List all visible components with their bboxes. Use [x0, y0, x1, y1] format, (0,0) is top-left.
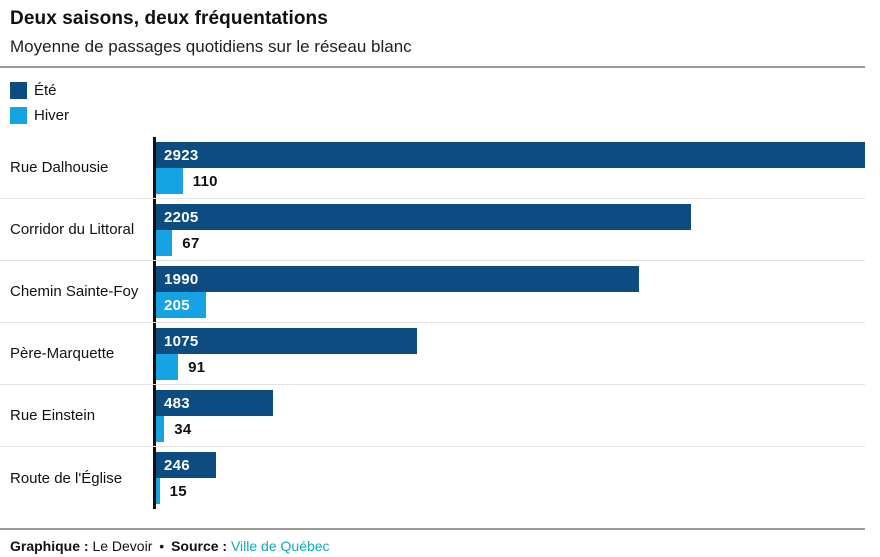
row-bars: 2923 110: [153, 137, 865, 198]
bar-line: 2205: [156, 204, 865, 230]
bar-line: 110: [156, 168, 865, 194]
bar-line: 34: [156, 416, 865, 442]
value-label: 67: [182, 234, 200, 252]
chart-row: Corridor du Littoral 2205 67: [0, 199, 865, 261]
footer-divider: [0, 528, 865, 530]
value-label: 483: [164, 394, 190, 412]
summer-bar: 2923: [156, 142, 865, 168]
winter-bar: [156, 478, 160, 504]
category-label: Père-Marquette: [10, 345, 115, 362]
row-bars: 246 15: [153, 447, 865, 509]
hiver-swatch-icon: [10, 107, 27, 124]
legend-item-hiver: Hiver: [10, 107, 880, 124]
bar-line: 2923: [156, 142, 865, 168]
value-label: 205: [164, 296, 190, 314]
chart-row: Chemin Sainte-Foy 1990 205: [0, 261, 865, 323]
value-label: 15: [169, 482, 187, 500]
source-label: Source :: [171, 538, 228, 554]
winter-bar: 205: [156, 292, 206, 318]
summer-bar: 483: [156, 390, 274, 416]
bar-line: 246: [156, 452, 865, 478]
value-label: 2205: [164, 208, 199, 226]
chart-header: Deux saisons, deux fréquentations Moyenn…: [0, 7, 880, 58]
value-label: 110: [192, 172, 218, 190]
category-label: Rue Einstein: [10, 407, 96, 424]
category-label: Corridor du Littoral: [10, 221, 135, 238]
bar-line: 67: [156, 230, 865, 256]
row-bars: 2205 67: [153, 199, 865, 260]
ete-swatch-icon: [10, 82, 27, 99]
winter-bar: [156, 416, 165, 442]
credit-separator: •: [159, 538, 165, 554]
value-label: 1990: [164, 270, 199, 288]
header-divider: [0, 66, 865, 68]
category-label: Chemin Sainte-Foy: [10, 283, 139, 300]
value-label: 91: [188, 358, 206, 376]
summer-bar: 246: [156, 452, 216, 478]
winter-bar: [156, 168, 183, 194]
bar-line: 91: [156, 354, 865, 380]
bar-chart: Rue Dalhousie 2923 110 Corridor du Littoral…: [0, 137, 865, 509]
value-label: 2923: [164, 146, 199, 164]
chart-row: Rue Einstein 483 34: [0, 385, 865, 447]
row-bars: 1990 205: [153, 261, 865, 322]
legend-label-ete: Été: [34, 82, 57, 99]
bar-line: 1990: [156, 266, 865, 292]
summer-bar: 1075: [156, 328, 417, 354]
legend: Été Hiver: [10, 82, 880, 124]
chart-subtitle: Moyenne de passages quotidiens sur le ré…: [10, 37, 412, 56]
legend-label-hiver: Hiver: [34, 107, 70, 124]
value-label: 1075: [164, 332, 199, 350]
bar-line: 205: [156, 292, 865, 318]
footer-credit: Graphique : Le Devoir • Source : Ville d…: [0, 538, 880, 554]
chart-row: Rue Dalhousie 2923 110: [0, 137, 865, 199]
winter-bar: [156, 354, 179, 380]
summer-bar: 2205: [156, 204, 691, 230]
bar-line: 1075: [156, 328, 865, 354]
graphique-label: Graphique :: [10, 538, 89, 554]
category-label: Rue Dalhousie: [10, 159, 109, 176]
legend-item-ete: Été: [10, 82, 880, 99]
value-label: 34: [174, 420, 192, 438]
bar-line: 483: [156, 390, 865, 416]
value-label: 246: [164, 456, 190, 474]
row-bars: 1075 91: [153, 323, 865, 384]
source-link[interactable]: Ville de Québec: [230, 538, 330, 554]
summer-bar: 1990: [156, 266, 639, 292]
graphique-value: Le Devoir: [92, 538, 153, 554]
chart-row: Route de l'Église 246 15: [0, 447, 865, 509]
row-bars: 483 34: [153, 385, 865, 446]
category-label: Route de l'Église: [10, 469, 123, 487]
chart-row: Père-Marquette 1075 91: [0, 323, 865, 385]
chart-title: Deux saisons, deux fréquentations: [10, 8, 328, 29]
winter-bar: [156, 230, 173, 256]
bar-line: 15: [156, 478, 865, 504]
